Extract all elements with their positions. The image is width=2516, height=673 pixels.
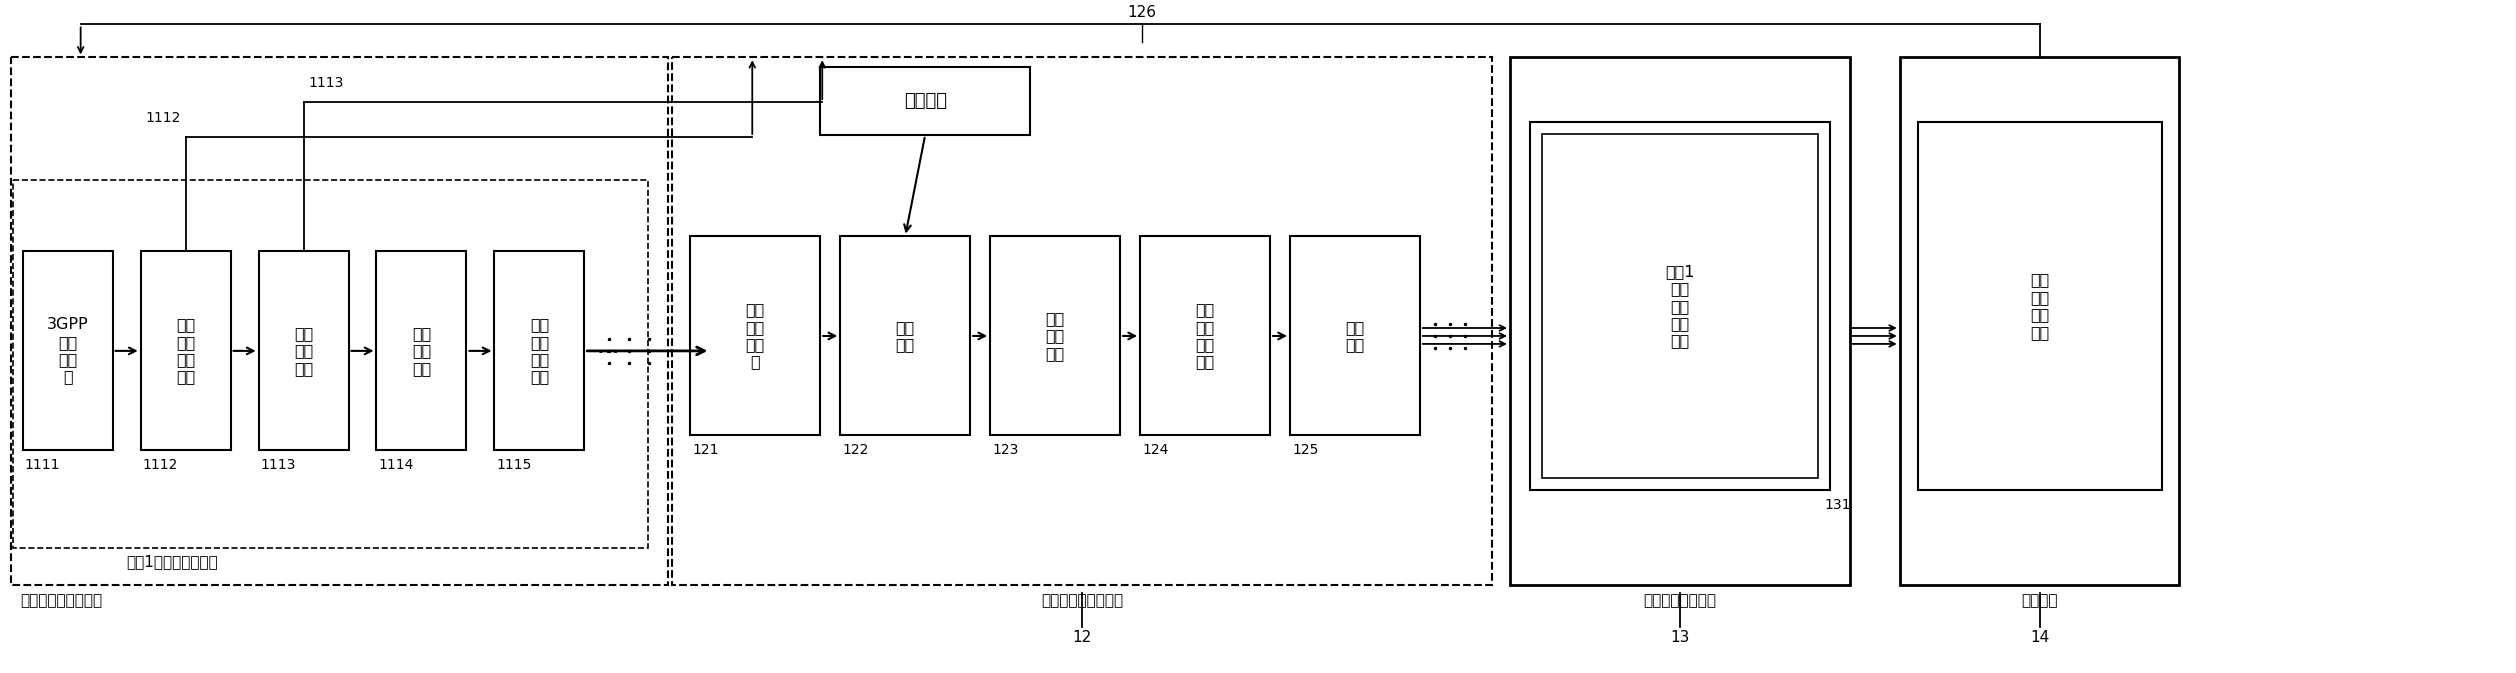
Bar — [496, 252, 584, 450]
Text: 121: 121 — [692, 444, 720, 458]
Bar — [1900, 57, 2179, 585]
Text: 131: 131 — [1824, 498, 1852, 512]
Text: 14: 14 — [2030, 629, 2048, 645]
Text: 13: 13 — [1671, 629, 1688, 645]
Text: 上行
链路
验证
模块: 上行 链路 验证 模块 — [2030, 273, 2048, 340]
Text: 阵列
模型
模块: 阵列 模型 模块 — [413, 326, 430, 376]
Text: 信道
模型
模块: 信道 模型 模块 — [294, 326, 312, 376]
Text: 1115: 1115 — [496, 458, 531, 472]
Text: 自动
增益
控制
模块: 自动 增益 控制 模块 — [1195, 302, 1215, 369]
Bar — [377, 252, 465, 450]
Bar — [672, 57, 1492, 585]
Bar — [689, 236, 820, 435]
Bar — [259, 252, 350, 450]
Bar — [10, 57, 669, 585]
Text: 1111: 1111 — [25, 458, 60, 472]
Text: 通道噪声: 通道噪声 — [903, 92, 946, 110]
Text: 用户1上行接收数据源: 用户1上行接收数据源 — [126, 554, 219, 569]
Text: 126: 126 — [1127, 5, 1157, 20]
Text: 1113: 1113 — [309, 76, 345, 90]
Text: 算法验证: 算法验证 — [2020, 593, 2058, 608]
Bar — [1291, 236, 1419, 435]
Bar — [1510, 57, 1849, 585]
Bar — [1530, 122, 1829, 490]
Bar — [13, 180, 649, 548]
Text: 1113: 1113 — [262, 458, 297, 472]
Text: 1112: 1112 — [143, 458, 179, 472]
Text: 码成
型滤
波器
模块: 码成 型滤 波器 模块 — [176, 317, 196, 384]
Text: 1112: 1112 — [146, 111, 181, 125]
Text: 通道
特性
模块: 通道 特性 模块 — [1047, 311, 1064, 361]
Text: 3GPP
数据
源模
块: 3GPP 数据 源模 块 — [48, 317, 88, 384]
Bar — [23, 252, 113, 450]
Bar — [1140, 236, 1271, 435]
Text: 用户1
空时
信号
处理
模块: 用户1 空时 信号 处理 模块 — [1666, 264, 1693, 349]
Text: 124: 124 — [1142, 444, 1167, 458]
Bar — [991, 236, 1120, 435]
Text: 多用
户合
成模
块: 多用 户合 成模 块 — [745, 302, 765, 369]
Text: 123: 123 — [991, 444, 1019, 458]
Text: 射频子系统等效模型: 射频子系统等效模型 — [1042, 593, 1122, 608]
Text: 码成
型滤
波器
模块: 码成 型滤 波器 模块 — [531, 317, 548, 384]
Text: 12: 12 — [1072, 629, 1092, 645]
Bar — [840, 236, 971, 435]
Text: 122: 122 — [843, 444, 868, 458]
Bar — [141, 252, 231, 450]
Text: 基带信号处理模块: 基带信号处理模块 — [1643, 593, 1716, 608]
Text: 1114: 1114 — [377, 458, 413, 472]
Text: 采样
模块: 采样 模块 — [1346, 320, 1364, 352]
Bar — [820, 67, 1029, 135]
Text: 125: 125 — [1293, 444, 1318, 458]
Text: 射频子系统等效模型: 射频子系统等效模型 — [20, 593, 103, 608]
Bar — [1917, 122, 2161, 490]
Text: 求和
模块: 求和 模块 — [896, 320, 916, 352]
Bar — [1542, 134, 1817, 479]
